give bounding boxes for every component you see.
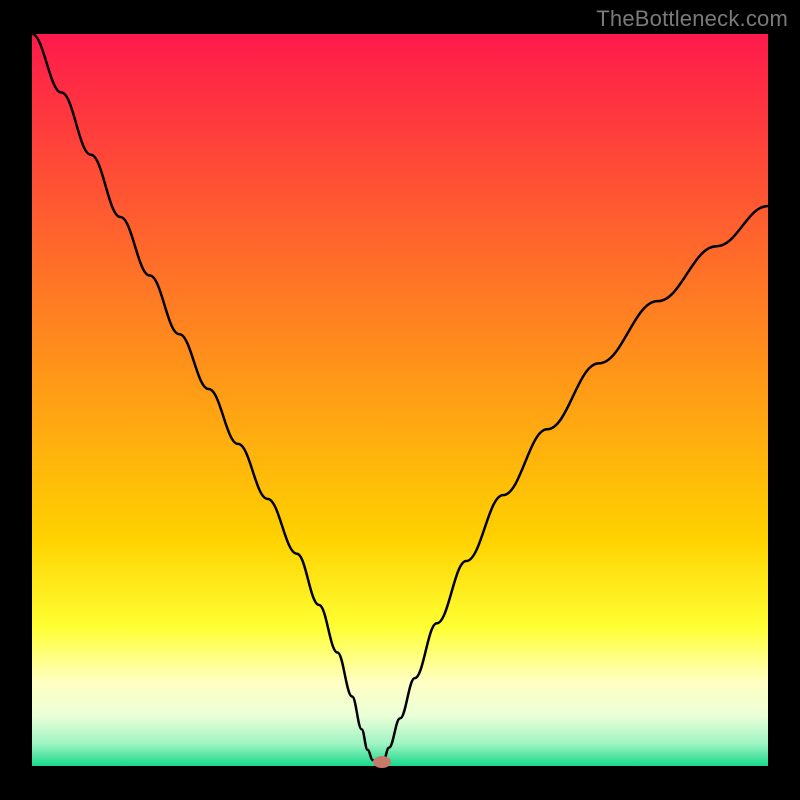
optimal-point-marker <box>373 756 391 768</box>
plot-area <box>32 34 768 766</box>
chart-canvas: TheBottleneck.com <box>0 0 800 800</box>
watermark-text: TheBottleneck.com <box>596 6 788 32</box>
curve-overlay <box>32 34 768 766</box>
bottleneck-curve <box>32 34 768 766</box>
